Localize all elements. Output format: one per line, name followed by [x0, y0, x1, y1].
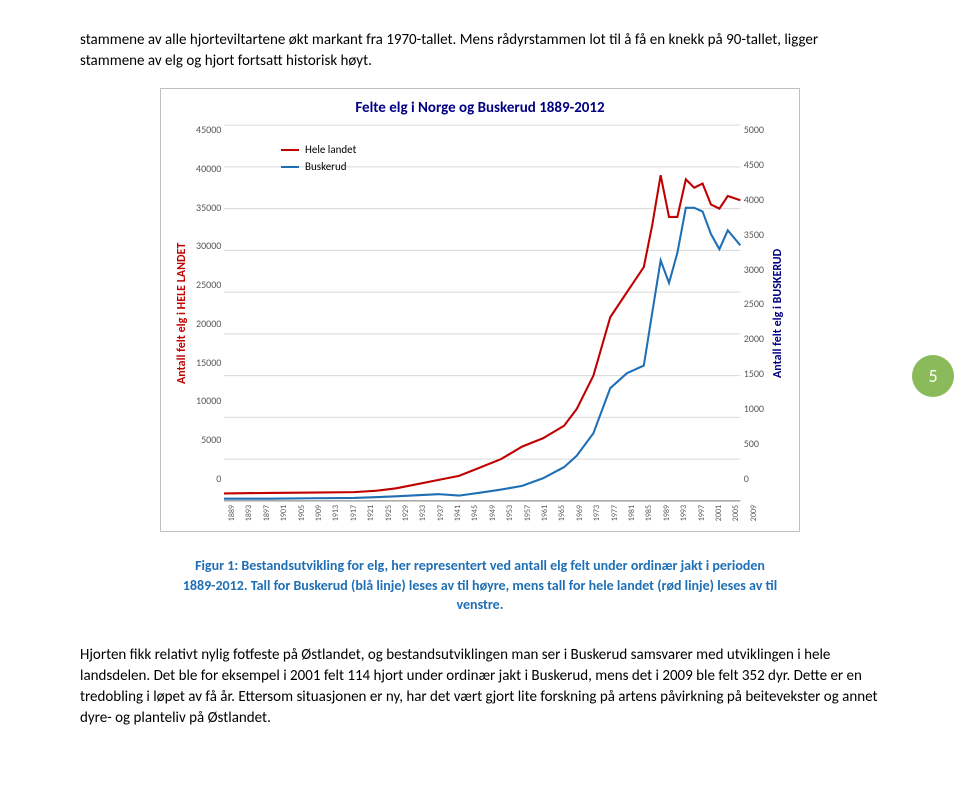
x-axis-ticks: 1889189318971901190519091913191719211925… [227, 505, 759, 521]
body-paragraph: Hjorten fikk relativt nylig fotfeste på … [80, 645, 880, 729]
y-axis-left-ticks: 4500040000350003000025000200001500010000… [193, 123, 224, 503]
legend-label: Buskerud [305, 160, 347, 173]
legend-swatch [281, 166, 299, 168]
intro-paragraph: stammene av alle hjorteviltartene økt ma… [80, 30, 880, 72]
chart-legend: Hele landet Buskerud [281, 143, 356, 177]
figure-caption: Figur 1: Bestandsutvikling for elg, her … [180, 556, 780, 615]
chart-title: Felte elg i Norge og Buskerud 1889-2012 [171, 99, 789, 117]
legend-label: Hele landet [305, 143, 356, 156]
page-number-badge: 5 [912, 355, 954, 397]
y-axis-right-ticks: 5000450040003500300025002000150010005000 [741, 123, 767, 503]
legend-row: Buskerud [281, 160, 356, 173]
y-axis-right-label: Antall felt elg i BUSKERUD [767, 123, 789, 503]
legend-swatch [281, 149, 299, 151]
legend-row: Hele landet [281, 143, 356, 156]
y-axis-left-label: Antall felt elg i HELE LANDET [171, 123, 193, 503]
chart-container: Felte elg i Norge og Buskerud 1889-2012 … [160, 88, 800, 532]
chart-plot [224, 123, 740, 503]
